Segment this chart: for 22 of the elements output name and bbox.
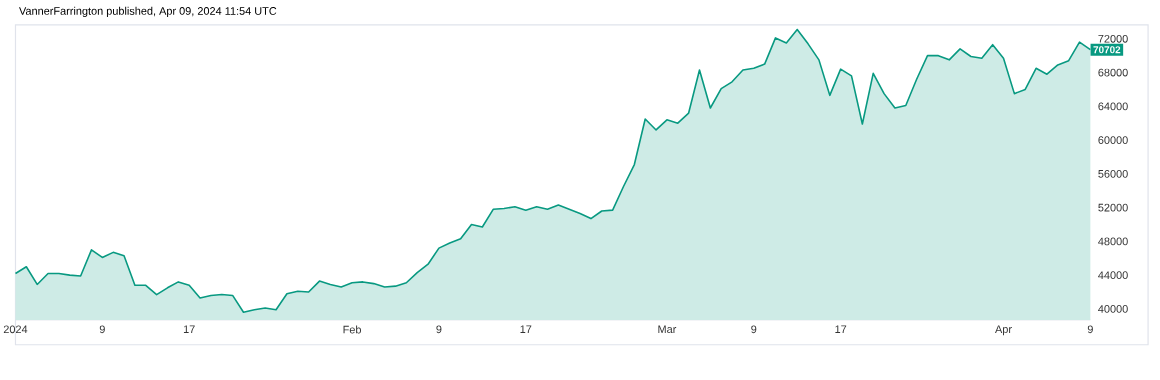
x-tick-label: 9 <box>99 325 105 334</box>
x-tick-label: 9 <box>751 325 757 334</box>
x-tick-label: Feb <box>343 325 361 334</box>
x-tick-label: 9 <box>436 325 442 334</box>
y-tick-label: 68000 <box>1098 68 1128 77</box>
x-tick-label: 17 <box>835 325 847 334</box>
y-tick-label: 44000 <box>1098 271 1128 280</box>
y-tick-label: 52000 <box>1098 203 1128 212</box>
y-tick-label: 64000 <box>1098 102 1128 111</box>
annotation: 70702 <box>1093 46 1121 54</box>
x-tick-label: 9 <box>1087 325 1093 334</box>
x-tick-label: 17 <box>520 325 532 334</box>
x-tick-label: 2024 <box>3 325 28 334</box>
y-tick-label: 72000 <box>1098 35 1128 43</box>
text: VannerFarrington published, Apr 09, 2024 11:54 UTC <box>19 7 277 18</box>
x-tick-label: Apr <box>995 325 1012 336</box>
y-tick-label: 56000 <box>1098 170 1128 178</box>
y-tick-label: 48000 <box>1098 237 1128 246</box>
y-tick-label: 60000 <box>1098 136 1128 145</box>
x-tick-label: Mar <box>658 325 677 334</box>
y-tick-label: 40000 <box>1098 305 1128 314</box>
x-tick-label: 17 <box>183 325 195 334</box>
